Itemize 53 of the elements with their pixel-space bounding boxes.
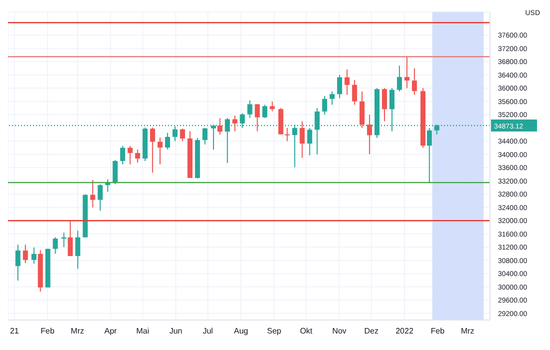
candlestick xyxy=(344,68,350,96)
x-tick-label: Mrz xyxy=(70,326,84,336)
candlestick xyxy=(158,137,163,165)
x-tick-label: Okt xyxy=(300,326,314,336)
candlestick xyxy=(68,220,73,257)
candlestick xyxy=(128,145,133,165)
candlestick xyxy=(352,79,358,106)
x-tick-label: Aug xyxy=(234,326,248,336)
candlestick xyxy=(247,100,252,118)
candlestick xyxy=(412,68,417,96)
candlestick xyxy=(426,127,432,184)
candlestick xyxy=(180,128,185,142)
x-tick-label: Nov xyxy=(332,326,346,336)
candlestick xyxy=(98,184,103,212)
candlestick xyxy=(15,244,20,282)
candlestick xyxy=(52,236,58,254)
candlestick xyxy=(300,120,305,158)
candlestick xyxy=(120,145,126,165)
candlestick xyxy=(232,115,238,132)
candlestick xyxy=(31,247,36,264)
candlestick xyxy=(202,127,208,145)
x-tick-label: Jun xyxy=(169,326,182,336)
candlestick xyxy=(360,90,365,128)
x-tick-label: Feb xyxy=(40,326,55,336)
x-tick-label: Feb xyxy=(430,326,446,336)
candlestick xyxy=(322,95,328,116)
candlestick xyxy=(262,104,268,118)
x-tick-label: Sep xyxy=(267,326,282,336)
candlestick xyxy=(254,104,260,132)
candlestick xyxy=(22,244,28,264)
candlestick xyxy=(307,127,312,156)
candlestick xyxy=(382,88,387,122)
x-tick-label: Mai xyxy=(136,326,150,336)
candlestick xyxy=(396,65,402,92)
candlestick xyxy=(90,180,96,208)
x-tick-label: Apr xyxy=(104,326,118,336)
x-tick-label: Dez xyxy=(364,326,378,336)
candlestick xyxy=(270,100,275,112)
candlestick xyxy=(135,148,140,164)
candlestick xyxy=(112,160,118,185)
x-tick-label: 2022 xyxy=(396,326,414,336)
candlestick xyxy=(150,127,156,174)
x-tick-label: 21 xyxy=(10,326,20,336)
candlestick xyxy=(404,56,410,89)
candlestick xyxy=(284,127,290,142)
candlestick xyxy=(75,230,80,270)
candlestick xyxy=(330,90,335,106)
candlestick xyxy=(367,114,372,155)
candlestick xyxy=(337,74,342,99)
candlestick xyxy=(165,132,170,150)
x-tick-label: Jul xyxy=(202,326,214,336)
candlestick xyxy=(217,118,222,136)
x-tick-label: Mrz xyxy=(460,326,474,336)
